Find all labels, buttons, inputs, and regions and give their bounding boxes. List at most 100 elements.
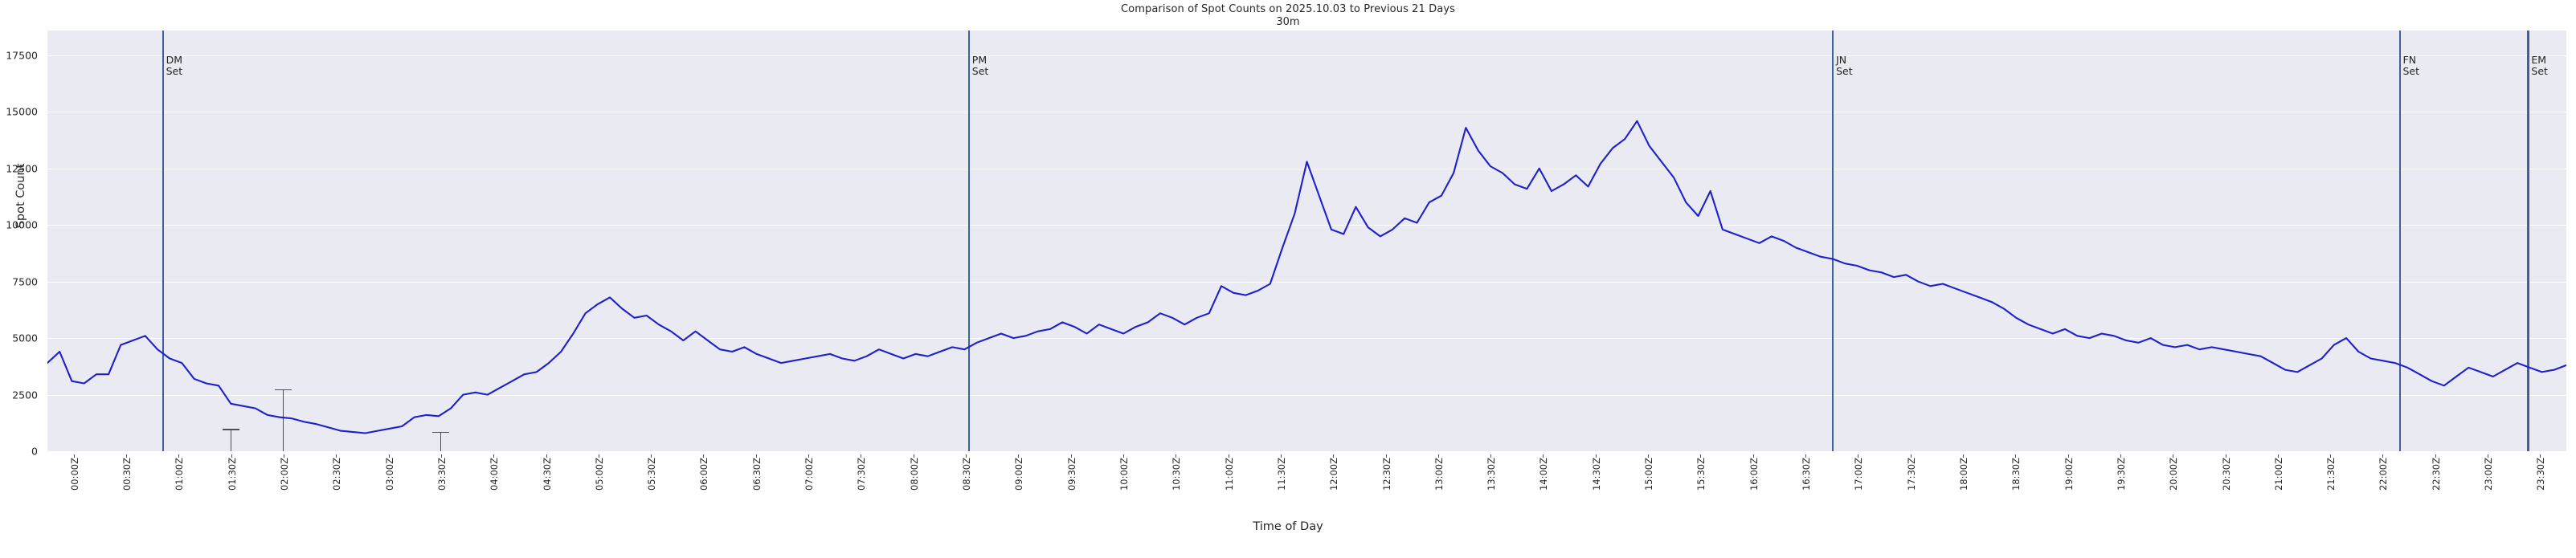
x-axis-tick-mark: [966, 454, 967, 458]
x-axis-tick-label: 07:00Z: [803, 458, 815, 491]
y-axis-tick-label: 0: [31, 445, 38, 458]
x-axis-tick-label: 19:00Z: [2063, 458, 2075, 491]
gridline: [47, 225, 2566, 226]
x-axis-tick-label: 18:30Z: [2010, 458, 2022, 491]
event-line-fn-set: [2398, 31, 2401, 451]
x-axis-tick-mark: [2330, 454, 2332, 458]
x-axis-tick-label: 15:00Z: [1643, 458, 1654, 491]
event-label-dm-set: DM Set: [166, 54, 183, 77]
x-axis-tick-mark: [73, 454, 75, 458]
x-axis-tick-label: 06:30Z: [750, 458, 763, 491]
x-axis-tick-label: 11:30Z: [1275, 458, 1287, 491]
x-axis-tick-label: 01:30Z: [226, 458, 238, 491]
x-axis-tick-label: 00:30Z: [121, 458, 133, 491]
x-axis-tick-label: 20:00Z: [2168, 458, 2180, 491]
x-axis-tick-mark: [388, 454, 390, 458]
x-axis-tick-mark: [1648, 454, 1649, 458]
x-axis-tick-label: 18:00Z: [1957, 458, 1969, 491]
x-axis-tick-label: 16:30Z: [1801, 458, 1812, 491]
x-axis-tick-mark: [808, 454, 809, 458]
gridline: [47, 338, 2566, 340]
x-axis-tick-label: 11:00Z: [1223, 458, 1235, 491]
x-axis-tick-label: 00:00Z: [68, 458, 80, 491]
x-axis-tick-mark: [755, 454, 757, 458]
boxplot-whisker: [440, 431, 442, 451]
event-line-dm-set: [162, 31, 164, 451]
x-axis-tick-label: 23:00Z: [2483, 458, 2494, 491]
x-axis-tick-mark: [178, 454, 180, 458]
x-axis-tick-label: 17:00Z: [1853, 458, 1865, 491]
gridline: [47, 281, 2566, 283]
x-axis-tick-label: 05:30Z: [646, 458, 658, 491]
event-line-pm-set: [967, 31, 971, 451]
x-axis-tick-label: 02:00Z: [278, 458, 290, 491]
x-axis-tick-label: 09:30Z: [1065, 458, 1077, 491]
x-axis-tick-label: 09:00Z: [1013, 458, 1025, 491]
x-axis-tick-mark: [1910, 454, 1912, 458]
x-axis-tick-mark: [126, 454, 127, 458]
x-axis-tick-mark: [1122, 454, 1124, 458]
y-axis-tick-label: 7500: [12, 275, 38, 288]
event-label-jn-set: JN Set: [1836, 54, 1853, 77]
x-axis-tick-mark: [1280, 454, 1282, 458]
gridline: [47, 55, 2566, 56]
x-axis-tick-mark: [440, 454, 442, 458]
x-axis-tick-label: 01:00Z: [174, 458, 186, 491]
x-axis-tick-label: 21:00Z: [2272, 458, 2284, 491]
x-axis-ticks: 00:00Z 00:30Z 01:00Z 01:30Z 02:00Z 02:30Z 03:0…: [47, 454, 2566, 528]
x-axis-tick-mark: [1700, 454, 1702, 458]
event-label-em-set: EM Set: [2531, 54, 2548, 77]
y-axis-tick-label: 15000: [6, 105, 38, 118]
x-axis-tick-mark: [2015, 454, 2017, 458]
event-label-fn-set: FN Set: [2402, 54, 2420, 77]
x-axis-tick-label: 06:00Z: [698, 458, 710, 491]
x-axis-tick-mark: [1333, 454, 1335, 458]
x-axis-tick-label: 20:30Z: [2220, 458, 2232, 491]
event-label-pm-set: PM Set: [971, 54, 989, 77]
x-axis-tick-mark: [1752, 454, 1754, 458]
gridline: [47, 394, 2566, 396]
x-axis-tick-mark: [493, 454, 495, 458]
x-axis-tick-label: 14:00Z: [1538, 458, 1550, 491]
x-axis-tick-mark: [651, 454, 652, 458]
x-axis-tick-label: 02:30Z: [331, 458, 343, 491]
x-axis-tick-label: 05:00Z: [593, 458, 605, 491]
boxplot-upper-cap: [275, 389, 292, 390]
x-axis-tick-label: 13:30Z: [1486, 458, 1498, 491]
y-axis-tick-label: 10000: [6, 218, 38, 231]
y-axis-ticks: 0 2500 5000 7500 10000 12500 15000 17500: [0, 31, 44, 458]
x-axis-tick-label: 16:00Z: [1748, 458, 1760, 491]
x-axis-tick-mark: [1543, 454, 1544, 458]
x-axis-tick-mark: [336, 454, 337, 458]
boxplot-whisker: [283, 389, 284, 451]
x-axis-tick-label: 21:30Z: [2325, 458, 2337, 491]
chart-title: Comparison of Spot Counts on 2025.10.03 …: [1121, 3, 1455, 15]
x-axis-tick-mark: [2540, 454, 2541, 458]
x-axis-tick-label: 17:30Z: [1905, 458, 1917, 491]
x-axis-tick-label: 19:30Z: [2115, 458, 2127, 491]
x-axis-tick-label: 12:30Z: [1380, 458, 1392, 491]
x-axis-tick-label: 08:30Z: [961, 458, 972, 491]
boxplot-upper-cap: [432, 431, 450, 434]
x-axis-tick-label: 10:30Z: [1171, 458, 1183, 491]
event-line-em-set: [2527, 31, 2529, 451]
x-axis-tick-label: 22:00Z: [2378, 458, 2390, 491]
chart-subtitle: 30m: [1276, 16, 1300, 28]
x-axis-tick-label: 22:30Z: [2430, 458, 2442, 491]
x-axis-tick-label: 07:30Z: [856, 458, 868, 491]
today-series-line: [47, 120, 2566, 434]
x-axis-title: Time of Day: [1253, 520, 1323, 533]
x-axis-tick-label: 15:30Z: [1695, 458, 1707, 491]
x-axis-tick-mark: [2120, 454, 2121, 458]
x-axis-tick-label: 03:00Z: [383, 458, 395, 491]
x-axis-tick-label: 23:30Z: [2535, 458, 2547, 491]
x-axis-tick-mark: [2067, 454, 2069, 458]
x-axis-tick-label: 04:30Z: [541, 458, 553, 491]
boxplot-upper-cap: [223, 429, 240, 430]
x-axis-tick-mark: [231, 454, 232, 458]
x-axis-tick-mark: [1805, 454, 1806, 458]
y-axis-tick-label: 5000: [12, 332, 38, 344]
y-axis-title: Spot Count: [14, 163, 27, 229]
x-axis-tick-mark: [2382, 454, 2384, 458]
x-axis-tick-label: 04:00Z: [489, 458, 501, 491]
